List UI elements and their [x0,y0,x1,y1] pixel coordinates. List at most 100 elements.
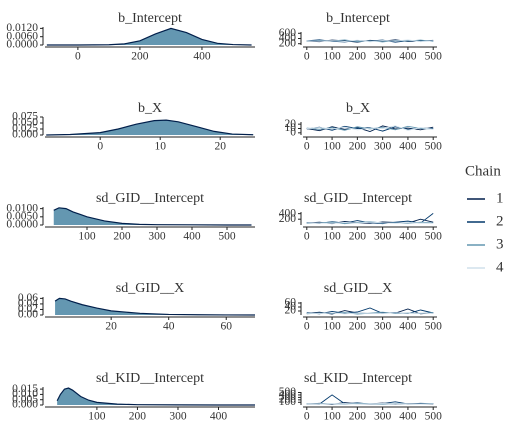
x-tick-label: 200 [349,411,367,423]
panel-title: b_X [138,101,162,116]
density-area [46,120,254,135]
x-tick-label: 0 [304,411,310,423]
x-tick-label: 100 [323,411,341,423]
x-tick-label: 0 [304,141,310,153]
y-tick-label: 0.04 [18,298,38,310]
y-tick-label: 0.005 [12,393,38,405]
legend-label: 1 [496,190,504,206]
trace-line [306,125,434,131]
y-tick-label: 0.000 [12,399,38,411]
x-tick-label: 0 [304,51,310,63]
x-tick-label: 200 [349,141,367,153]
x-tick-label: 500 [425,51,443,63]
x-tick-label: 200 [113,231,131,243]
trace-line [306,307,434,315]
density-line [56,387,255,406]
y-tick-label: 10 [285,122,297,134]
density-line [54,297,256,316]
x-tick-label: 400 [399,51,417,63]
y-tick-label: 500 [279,386,297,398]
panel-title: b_Intercept [326,11,390,26]
panel-title: sd_KID__Intercept [304,371,412,386]
x-tick-label: 200 [129,411,147,423]
y-tick-label: 20 [285,118,297,130]
legend-label: 4 [496,259,504,275]
panel-title: sd_GID__Intercept [96,191,204,206]
y-tick-label: 60 [285,297,297,309]
x-tick-label: 200 [349,231,367,243]
y-tick-label: 0 [290,126,296,138]
y-tick-label: 0.00 [18,309,38,321]
density-area [57,388,255,405]
y-tick-label: 0.0060 [6,30,38,42]
x-tick-label: 400 [399,411,417,423]
y-tick-label: 600 [279,27,297,39]
y-tick-label: 0.000 [12,129,38,141]
x-tick-label: 400 [210,411,228,423]
legend-label: 3 [496,236,504,252]
x-tick-label: 300 [374,141,392,153]
x-tick-label: 100 [78,231,96,243]
x-tick-label: 300 [374,411,392,423]
y-tick-label: 0.0000 [6,39,38,51]
x-tick-label: 300 [148,231,166,243]
x-tick-label: 0 [304,321,310,333]
x-tick-label: 10 [154,141,166,153]
y-tick-label: 300 [279,391,297,403]
y-tick-label: 200 [279,213,297,225]
x-tick-label: 0 [304,231,310,243]
y-tick-label: 400 [279,32,297,44]
y-tick-label: 400 [279,389,297,401]
x-tick-label: 500 [425,141,443,153]
x-tick-label: 100 [88,411,106,423]
y-tick-label: 0.025 [12,123,38,135]
x-tick-label: 0 [97,141,103,153]
density-area [46,28,252,45]
x-tick-label: 300 [374,51,392,63]
x-tick-label: 500 [425,231,443,243]
trace-line [306,394,434,405]
panel-title: sd_GID__X [324,281,392,296]
x-tick-label: 60 [220,321,232,333]
panel-title: sd_KID__Intercept [96,371,204,386]
x-tick-label: 200 [131,51,149,63]
panel-title: b_Intercept [118,11,182,26]
trace-line [306,221,434,224]
x-tick-label: 100 [323,51,341,63]
y-tick-label: 0.010 [12,388,38,400]
trace-line [306,39,434,43]
x-tick-label: 20 [105,321,117,333]
density-line [46,119,254,136]
y-tick-label: 0.050 [12,117,38,129]
x-tick-label: 500 [425,321,443,333]
density-area [55,298,255,315]
density-line [53,207,252,226]
x-tick-label: 200 [349,321,367,333]
x-tick-label: 100 [323,321,341,333]
y-tick-label: 20 [285,305,297,317]
density-line [46,27,252,46]
density-area [53,207,252,225]
x-tick-label: 400 [399,321,417,333]
y-tick-label: 0.0120 [6,22,38,34]
y-tick-label: 0.0100 [6,202,38,214]
y-tick-label: 0.0000 [6,219,38,231]
y-tick-label: 0.0050 [6,210,38,222]
legend-label: 2 [496,213,504,229]
x-tick-label: 500 [425,411,443,423]
legend-title: Chain [465,163,501,179]
x-tick-label: 300 [374,321,392,333]
x-tick-label: 20 [214,141,226,153]
x-tick-label: 200 [349,51,367,63]
y-tick-label: 400 [279,207,297,219]
x-tick-label: 300 [374,231,392,243]
trace-line [306,402,434,405]
panel-title: b_X [346,101,370,116]
y-tick-label: 0.02 [18,303,38,315]
y-tick-label: 100 [279,396,297,408]
trace-line [306,312,434,315]
x-tick-label: 100 [323,141,341,153]
x-tick-label: 400 [399,231,417,243]
x-tick-label: 400 [193,51,211,63]
